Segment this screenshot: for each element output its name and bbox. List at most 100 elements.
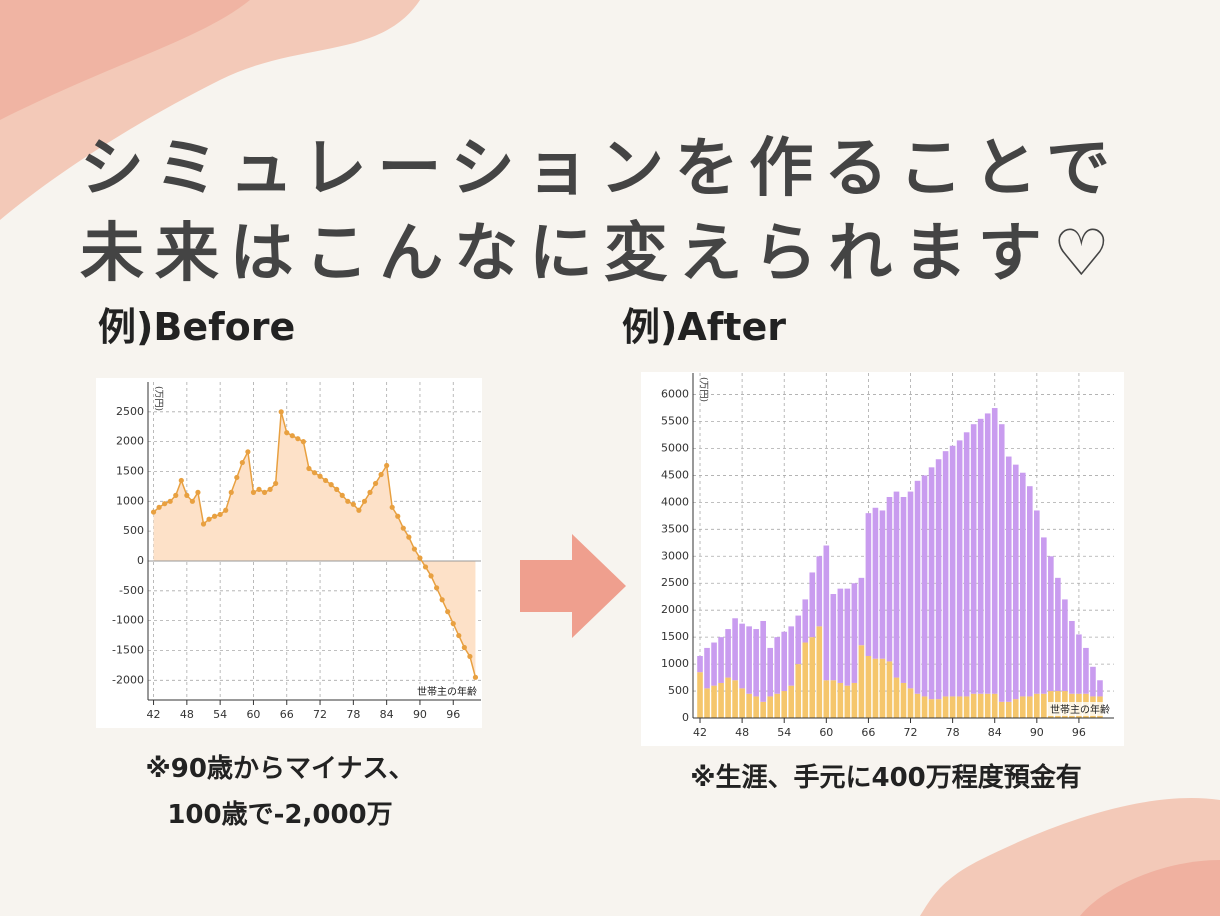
- point: [206, 516, 212, 522]
- bar-segment: [823, 545, 830, 681]
- point: [378, 471, 384, 478]
- point: [261, 489, 268, 495]
- point: [189, 498, 195, 504]
- bar-segment: [865, 513, 872, 657]
- y-tick-label: 3000: [661, 549, 689, 562]
- bar-segment: [718, 682, 724, 718]
- bar-segment: [879, 510, 886, 659]
- point: [445, 609, 451, 615]
- bar-segment: [844, 588, 851, 686]
- point: [411, 546, 417, 552]
- bar-segment: [914, 480, 921, 694]
- x-tick-label: 42: [693, 726, 707, 739]
- bar-segment: [1048, 556, 1054, 692]
- bar-segment: [704, 688, 710, 718]
- bar-segment: [816, 626, 823, 718]
- bar-segment: [991, 408, 998, 694]
- x-tick-label: 96: [446, 708, 460, 721]
- point: [300, 439, 306, 445]
- point: [223, 507, 229, 513]
- bar-segment: [893, 491, 900, 678]
- point: [234, 474, 240, 481]
- point: [356, 507, 362, 513]
- bar-segment: [760, 701, 766, 718]
- y-tick-label: 1500: [661, 630, 689, 643]
- bar-segment: [1005, 456, 1012, 702]
- point: [184, 492, 190, 498]
- bar-segment: [837, 682, 844, 718]
- point: [395, 513, 401, 519]
- bar-segment: [802, 642, 809, 718]
- x-axis-label: 世帯主の年齢: [417, 685, 477, 698]
- bar-segment: [788, 626, 795, 686]
- bar-segment: [725, 629, 731, 678]
- point: [323, 477, 329, 484]
- bar-segment: [977, 693, 984, 718]
- x-tick-label: 90: [1030, 726, 1044, 739]
- x-tick-label: 84: [380, 708, 394, 721]
- y-tick-label: 4000: [661, 495, 689, 508]
- bar-segment: [928, 699, 935, 718]
- bar-segment: [998, 424, 1005, 702]
- point: [156, 504, 162, 510]
- bar-segment: [781, 691, 788, 718]
- bar-segment: [802, 599, 809, 643]
- bar-segment: [970, 424, 977, 694]
- y-tick-label: 1000: [661, 657, 689, 670]
- bar-segment: [879, 658, 886, 718]
- arrow: [520, 534, 626, 638]
- bar-segment: [949, 445, 956, 697]
- bar-segment: [907, 491, 914, 689]
- x-tick-label: 48: [180, 708, 194, 721]
- point: [339, 492, 345, 498]
- x-tick-label: 96: [1072, 726, 1086, 739]
- bar-segment: [963, 432, 970, 697]
- point: [384, 462, 390, 469]
- chart-title: 例)Before: [98, 305, 295, 349]
- bar-segment: [858, 577, 865, 646]
- bar-segment: [921, 475, 928, 697]
- x-axis-label: 世帯主の年齢: [1050, 703, 1110, 716]
- y-axis-label: (万円): [153, 386, 164, 411]
- bar-segment: [956, 696, 963, 718]
- point: [456, 632, 462, 639]
- y-tick-label: -2000: [112, 673, 144, 686]
- point: [212, 513, 218, 519]
- point: [306, 465, 312, 472]
- point: [417, 555, 423, 561]
- bar-segment: [851, 583, 858, 683]
- y-tick-label: 6000: [661, 388, 689, 401]
- y-tick-label: 0: [137, 554, 144, 567]
- point: [256, 486, 262, 492]
- bar-segment: [746, 626, 752, 694]
- bar-segment: [718, 637, 724, 683]
- x-tick-label: 66: [280, 708, 294, 721]
- x-tick-label: 90: [413, 708, 427, 721]
- bar-segment: [1026, 486, 1033, 697]
- bar-segment: [823, 680, 830, 718]
- bar-segment: [795, 615, 802, 665]
- annotation: ※生涯、手元に400万程度預金有: [690, 762, 1082, 793]
- y-tick-label: 500: [123, 524, 144, 537]
- point: [428, 573, 434, 579]
- bar-segment: [858, 645, 865, 718]
- bar-segment: [809, 637, 816, 718]
- bar-segment: [788, 685, 795, 718]
- bar-segment: [1019, 696, 1026, 718]
- point: [439, 597, 445, 603]
- bar-segment: [1069, 620, 1075, 694]
- x-tick-label: 54: [777, 726, 791, 739]
- bar-segment: [942, 451, 949, 697]
- y-tick-label: 2500: [661, 576, 689, 589]
- point: [472, 674, 479, 680]
- bar-segment: [760, 620, 766, 702]
- y-tick-label: 4500: [661, 468, 689, 481]
- bar-segment: [697, 656, 703, 673]
- bar-segment: [1041, 537, 1047, 694]
- bar-segment: [872, 507, 879, 659]
- point: [345, 498, 351, 504]
- bar-segment: [732, 618, 738, 681]
- x-tick-label: 72: [904, 726, 918, 739]
- bar-segment: [711, 685, 717, 718]
